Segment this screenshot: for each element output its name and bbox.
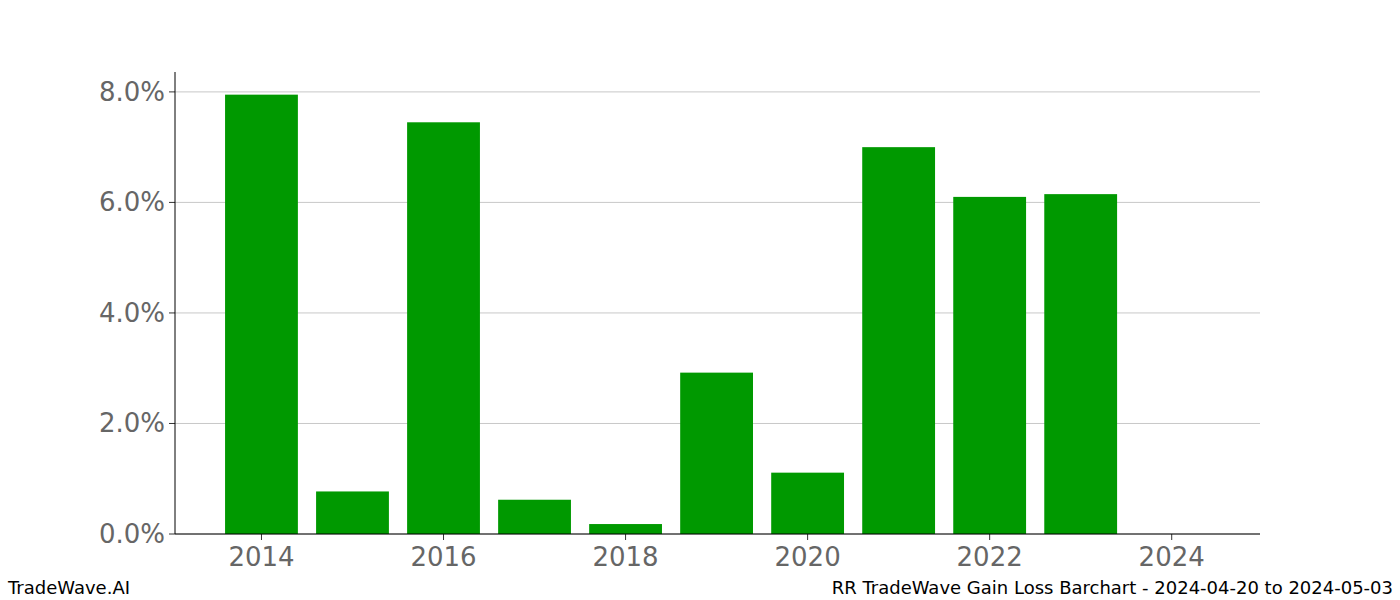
x-tick <box>261 534 262 540</box>
bar <box>680 373 753 534</box>
x-tick <box>625 534 626 540</box>
x-tick-label: 2020 <box>775 542 841 572</box>
bar <box>498 500 571 534</box>
bar <box>407 122 480 534</box>
x-tick-label: 2024 <box>1139 542 1205 572</box>
y-tick-label: 6.0% <box>99 187 165 217</box>
bar <box>1044 194 1117 534</box>
y-tick <box>169 202 175 203</box>
bars <box>225 95 1117 534</box>
y-tick <box>169 312 175 313</box>
x-axis <box>175 534 1260 535</box>
x-tick-label: 2022 <box>957 542 1023 572</box>
x-tick-label: 2014 <box>228 542 294 572</box>
chart: 0.0% 2.0% 4.0% 6.0% 8.0% 2014 2016 2018 2020 2022… <box>0 0 1400 600</box>
x-tick <box>989 534 990 540</box>
bar <box>862 147 935 534</box>
x-tick-label: 2016 <box>410 542 476 572</box>
y-tick <box>169 423 175 424</box>
y-tick-label: 2.0% <box>99 408 165 438</box>
x-tick <box>807 534 808 540</box>
y-tick-label: 0.0% <box>99 519 165 549</box>
y-tick-label: 8.0% <box>99 77 165 107</box>
bar <box>771 473 844 534</box>
y-tick-label: 4.0% <box>99 298 165 328</box>
bar <box>953 197 1026 534</box>
bar <box>225 95 298 534</box>
bar <box>589 524 662 534</box>
x-tick <box>443 534 444 540</box>
bar <box>316 491 389 534</box>
y-axis <box>175 72 176 534</box>
grid-line <box>175 534 1260 535</box>
source: TradeWave.AI <box>7 577 130 598</box>
y-tick <box>169 91 175 92</box>
x-tick-label: 2018 <box>592 542 658 572</box>
x-tick <box>1171 534 1172 540</box>
grid-line <box>175 91 1260 92</box>
y-tick <box>169 534 175 535</box>
title: RR TradeWave Gain Loss Barchart - 2024-0… <box>832 577 1393 598</box>
